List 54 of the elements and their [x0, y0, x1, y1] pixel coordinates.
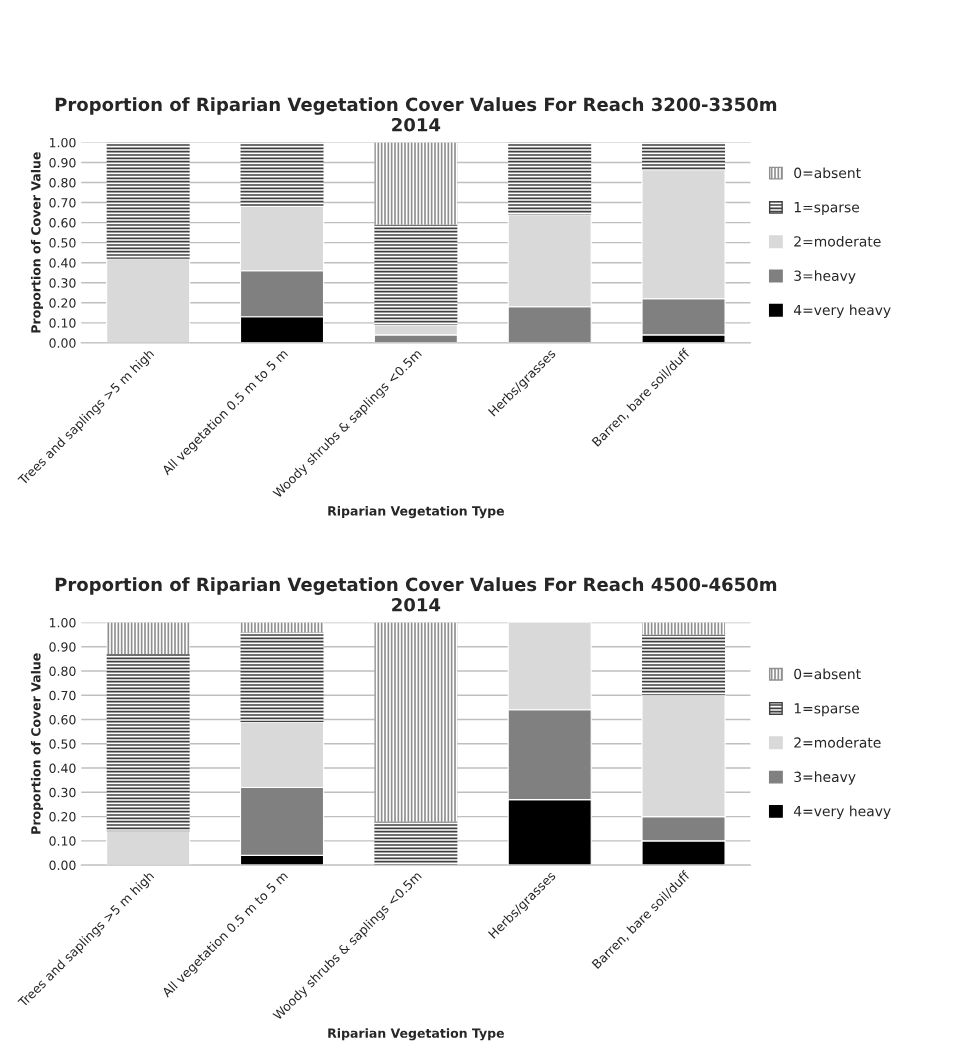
- y-tick-label: 0.10: [49, 318, 76, 328]
- y-tick-label: 0.80: [49, 666, 76, 676]
- legend-label: 4=very heavy: [793, 805, 891, 820]
- y-axis-title: Proportion of Cover Value: [30, 653, 44, 834]
- bar: [642, 622, 726, 635]
- y-tick-label: 0.60: [49, 714, 76, 725]
- legend-label: 2=moderate: [794, 737, 881, 748]
- y-tick-label: 1.00: [49, 617, 76, 628]
- x-axis-title: Riparian Vegetation Type: [328, 505, 504, 519]
- chart-title: Proportion of Riparian Vegetation Cover Values For Reach 3200-3350m 2014: [55, 97, 777, 132]
- bar: [106, 653, 190, 832]
- y-tick-label: 0.60: [49, 218, 76, 228]
- legend-label: 2=moderate: [794, 235, 881, 247]
- bar: [240, 632, 324, 722]
- y-tick-label: 0.50: [49, 238, 76, 248]
- y-tick-label: 0.50: [49, 739, 76, 749]
- y-tick-label: 0.10: [49, 836, 76, 846]
- legend-label: 3=heavy: [794, 771, 856, 785]
- chart-title: Proportion of Riparian Vegetation Cover Values For Reach 4500-4650m 2014: [55, 577, 777, 612]
- x-axis-title: Riparian Vegetation Type: [328, 1028, 504, 1041]
- bar: [240, 142, 324, 207]
- bar: [374, 224, 458, 325]
- bar: [374, 622, 458, 822]
- y-tick-label: 0.20: [49, 812, 76, 822]
- y-tick-label: 0.00: [49, 338, 76, 348]
- y-tick-label: 0.20: [49, 298, 76, 308]
- bar: [106, 258, 191, 343]
- y-tick-label: 0.40: [49, 258, 76, 268]
- bar: [106, 830, 191, 866]
- legend-label: 1=sparse: [794, 703, 860, 717]
- y-axis-title: Proportion of Cover Value: [30, 152, 44, 333]
- bar: [106, 622, 190, 654]
- legend-label: 4=very heavy: [793, 304, 891, 318]
- legend-label: 3=heavy: [794, 270, 856, 284]
- y-tick-label: 0.30: [49, 278, 76, 288]
- legend-label: 0=absent: [794, 668, 861, 680]
- y-tick-label: 0.70: [49, 198, 76, 208]
- y-tick-label: 0.80: [49, 177, 76, 188]
- y-tick-label: 1.00: [49, 137, 76, 148]
- bar: [508, 142, 592, 215]
- bar: [240, 622, 324, 633]
- y-tick-label: 0.40: [49, 763, 76, 773]
- bar: [106, 142, 190, 259]
- legend-label: 0=absent: [794, 167, 861, 179]
- y-tick-label: 0.00: [49, 860, 76, 871]
- y-tick-label: 0.90: [49, 157, 76, 168]
- bar: [642, 142, 726, 171]
- bar: [374, 821, 458, 866]
- bar: [374, 142, 458, 225]
- legend-label: 1=sparse: [794, 202, 860, 216]
- bar: [642, 634, 726, 696]
- y-tick-label: 0.90: [49, 642, 76, 652]
- y-tick-label: 0.70: [49, 690, 76, 701]
- y-tick-label: 0.30: [49, 787, 76, 798]
